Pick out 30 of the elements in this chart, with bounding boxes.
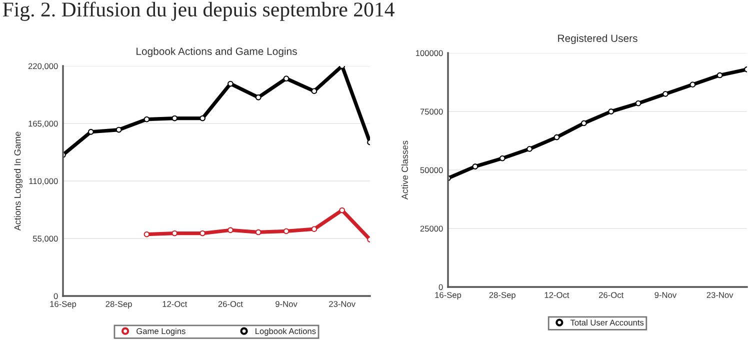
y-tick-label: 110,000 [29, 178, 58, 186]
y-tick-label: 25000 [420, 226, 443, 232]
chart-title: Registered Users [558, 34, 638, 44]
x-tick-label: 12-Oct [544, 292, 570, 298]
x-tick-label: 9-Nov [276, 301, 298, 307]
x-tick-label: 26-Oct [599, 292, 624, 298]
chart-title: Logbook Actions and Game Logins [136, 47, 297, 58]
y-tick-label: 50000 [420, 167, 443, 174]
x-tick-label: 28-Sep [106, 301, 132, 309]
legend-label: Logbook Actions [256, 328, 316, 336]
x-tick-label: 23-Nov [329, 301, 356, 307]
x-tick-label: 16-Sep [50, 301, 76, 309]
x-tick-label: 12-Oct [162, 301, 188, 307]
y-tick-label: 100000 [416, 50, 443, 56]
y-axis-title: Active Classes [401, 140, 408, 200]
y-tick-label: 0 [54, 293, 58, 300]
x-tick-label: 26-Oct [218, 301, 243, 307]
y-axis-title: Actions Logged In Game [14, 132, 22, 231]
x-tick-label: 9-Nov [654, 292, 677, 298]
y-tick-label: 75000 [420, 108, 443, 115]
x-tick-label: 16-Sep [435, 292, 462, 300]
y-tick-label: 165,000 [28, 120, 58, 128]
caption: Fig. 2. Diffusion du jeu depuis septembre 2014 [2, 2, 394, 21]
legend-label: Game Logins [136, 328, 186, 336]
legend-label: Total User Accounts [570, 319, 644, 326]
y-tick-label: 0 [438, 284, 443, 290]
x-tick-label: 28-Sep [489, 292, 516, 300]
x-tick-label: 23-Nov [706, 292, 734, 298]
y-tick-label: 55,000 [32, 236, 58, 243]
y-tick-label: 220,000 [28, 63, 58, 70]
